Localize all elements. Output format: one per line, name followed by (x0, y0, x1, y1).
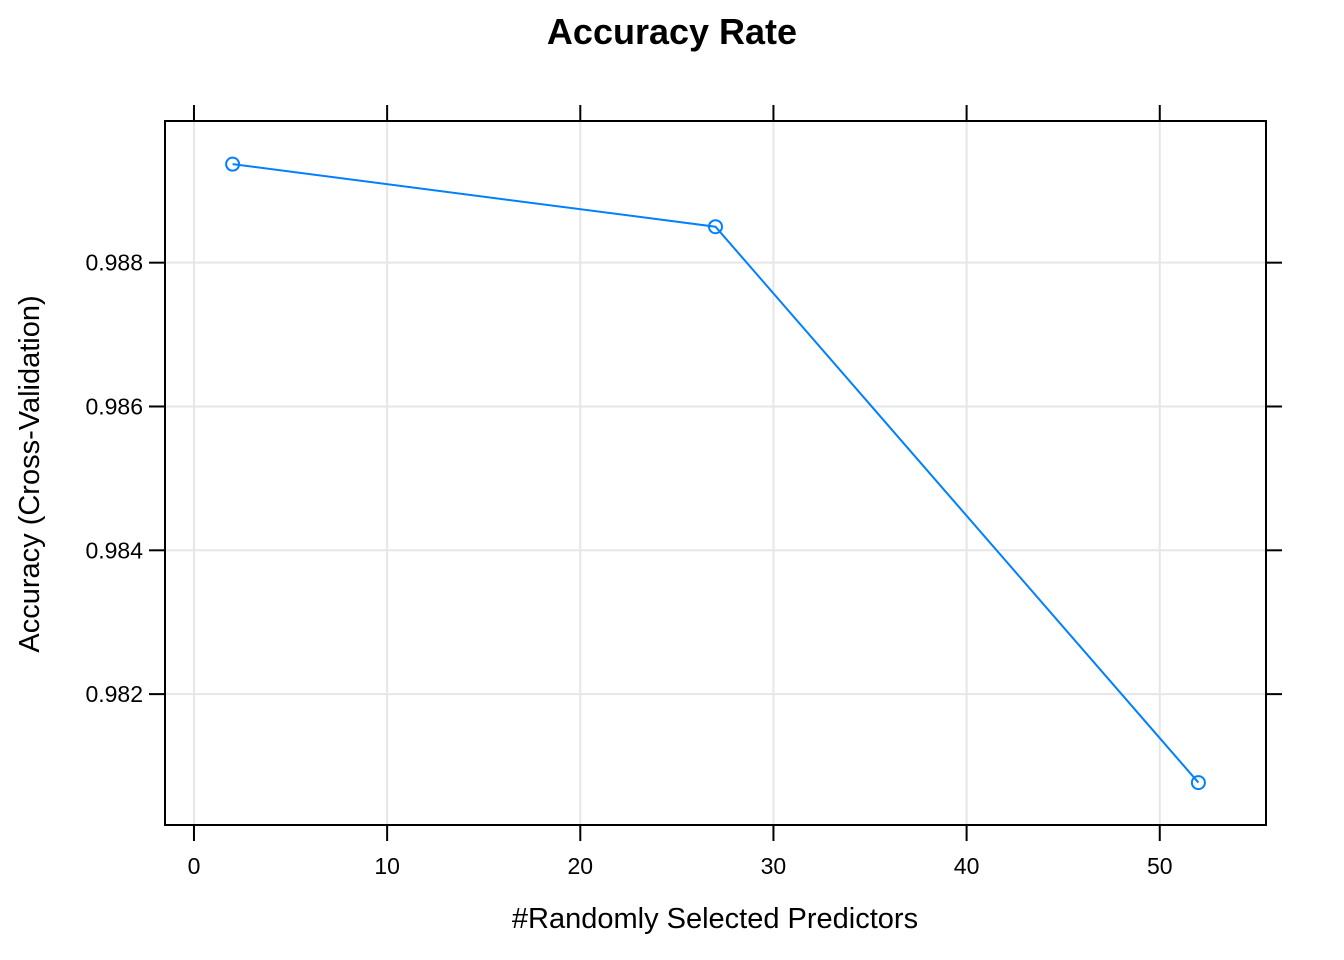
x-tick-label: 10 (374, 853, 400, 879)
y-tick-label: 0.982 (85, 681, 143, 707)
data-point (225, 156, 241, 172)
x-tick-label: 0 (188, 853, 201, 879)
y-axis-label: Accuracy (Cross-Validation) (14, 295, 46, 652)
data-point (708, 219, 723, 235)
ticks (149, 105, 1282, 841)
x-axis-label: #Randomly Selected Predictors (512, 903, 918, 935)
data-point (1190, 775, 1206, 791)
y-tick-label: 0.988 (85, 250, 143, 276)
x-tick-label: 40 (954, 853, 980, 879)
x-tick-label: 30 (761, 853, 787, 879)
series-layer (225, 156, 1206, 791)
y-tick-label: 0.986 (85, 393, 143, 419)
chart-title: Accuracy Rate (547, 11, 797, 52)
plot-frame (164, 120, 1267, 826)
y-tick-label: 0.984 (85, 537, 143, 563)
grid (165, 121, 1266, 825)
series-line (232, 163, 1200, 784)
tick-labels: 0 10 20 30 40 50 0.982 0.984 0.986 0.988 (85, 250, 1172, 879)
x-tick-label: 20 (567, 853, 593, 879)
x-tick-label: 50 (1147, 853, 1173, 879)
